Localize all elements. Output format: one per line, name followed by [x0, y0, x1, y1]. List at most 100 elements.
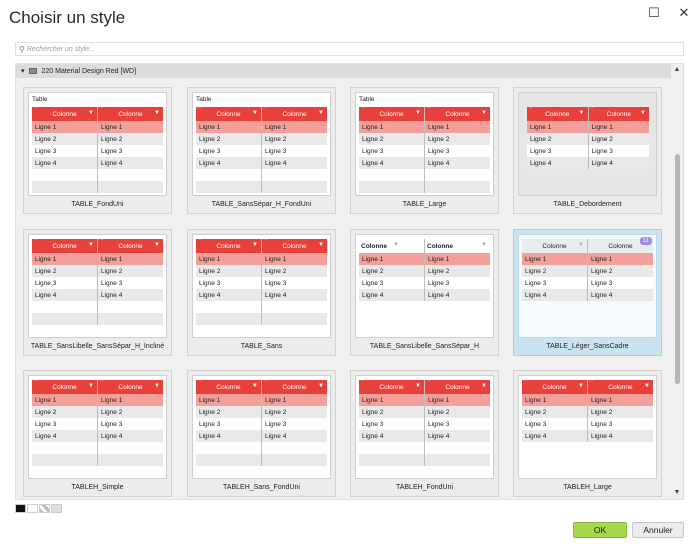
count-badge: 11 [639, 237, 652, 245]
table-cell [97, 301, 163, 313]
column-header-label: Colonne [608, 383, 633, 391]
group-header[interactable]: ▾ 220 Material Design Red [WD] [16, 64, 671, 78]
column-header-label: Colonne [545, 110, 570, 118]
column-header: Colonne ▼ [424, 239, 490, 253]
table-cell: Ligne 4 [525, 432, 547, 440]
table-row: Ligne 4 Ligne 4 [196, 430, 327, 442]
table-row: Ligne 3 Ligne 3 [359, 418, 490, 430]
table-cell: Ligne 1 [525, 255, 547, 263]
style-name: TABLE_SansSépar_H_FondUni [211, 201, 312, 208]
checker-swatch-icon[interactable] [39, 504, 50, 513]
table-row: Ligne 2 Ligne 2 [359, 406, 490, 418]
style-name: TABLEH_Sans_FondUni [223, 484, 300, 491]
sort-icon: ⌃ [34, 106, 39, 112]
white-swatch-icon[interactable] [27, 504, 38, 513]
table-cell: Ligne 2 [525, 267, 547, 275]
table-row [32, 301, 163, 313]
column-header: Colonne ▼ [587, 239, 653, 253]
chevron-down-icon[interactable]: ▾ [21, 68, 25, 75]
table-row [359, 442, 490, 454]
black-swatch-icon[interactable] [15, 504, 26, 513]
table-cell: Ligne 1 [587, 394, 653, 406]
table-cell: Ligne 4 [424, 157, 490, 169]
sort-icon: ⌃ [100, 379, 105, 385]
search-input[interactable]: ⚲ Rechercher un style... [15, 42, 684, 56]
table-cell: Ligne 3 [587, 418, 653, 430]
table-row [196, 454, 327, 466]
style-card[interactable]: Colonne ▼ Colonne ▼ Ligne 1 Ligne 1 Ligne 2 Lig… [350, 229, 499, 356]
filter-icon: ▼ [154, 383, 160, 389]
table-cell: Ligne 1 [199, 123, 221, 131]
column-header-label: Colonne [282, 110, 307, 118]
ok-button[interactable]: OK [573, 522, 627, 538]
table-cell: Ligne 3 [199, 147, 221, 155]
style-name: TABLEH_FondUni [395, 484, 454, 491]
column-header-label: Colonne [379, 110, 404, 118]
table-row: Ligne 1 Ligne 1 [196, 253, 327, 265]
filter-icon: ▼ [640, 110, 646, 116]
scroll-down-icon[interactable]: ▼ [673, 489, 681, 496]
table-cell: Ligne 4 [35, 291, 57, 299]
table-cell: Ligne 3 [587, 145, 649, 157]
table-cell: Ligne 3 [525, 420, 547, 428]
table-cell: Ligne 3 [587, 277, 653, 289]
close-icon[interactable]: ✕ [678, 5, 690, 20]
column-header: ⌃ Colonne ▼ [32, 380, 98, 394]
column-header-label: Colonne [52, 383, 77, 391]
table-cell: Ligne 3 [199, 420, 221, 428]
table-cell: Ligne 4 [35, 159, 57, 167]
group-label: 220 Material Design Red [WD] [41, 67, 137, 75]
scrollbar-thumb[interactable] [675, 154, 680, 384]
filter-icon: ▼ [644, 242, 650, 248]
filter-icon: ▼ [578, 242, 584, 248]
view-mode-icons [15, 504, 63, 513]
table-cell: Ligne 2 [199, 267, 221, 275]
table-cell: Ligne 1 [587, 121, 649, 133]
style-card[interactable]: Table ⌃ Colonne ▼ ⌃ Colonne ▼ Ligne 1 Ligne 1 Lig… [350, 87, 499, 214]
maximize-icon[interactable]: ☐ [648, 5, 660, 20]
table-cell [359, 442, 425, 454]
cancel-button[interactable]: Annuler [632, 522, 684, 538]
column-header: ⌃ Colonne ▼ [261, 380, 327, 394]
grey-swatch-icon[interactable] [51, 504, 62, 513]
preview-title: Table [196, 96, 212, 103]
table-cell: Ligne 2 [97, 406, 163, 418]
scroll-up-icon[interactable]: ▲ [673, 66, 681, 73]
table-cell: Ligne 3 [362, 147, 384, 155]
table-cell: Ligne 2 [261, 265, 327, 277]
table-row [196, 169, 327, 181]
table-cell: Ligne 2 [587, 133, 649, 145]
filter-icon: ▼ [318, 383, 324, 389]
style-card[interactable]: Table ⌃ Colonne ▼ ⌃ Colonne ▼ Ligne 1 Ligne 1 Lig… [23, 87, 172, 214]
style-card[interactable]: Colonne ▼ Colonne ▼ Ligne 1 Ligne 1 Ligne 2 Lig… [513, 229, 662, 356]
column-header-label: Colonne [445, 383, 470, 391]
table-row: Ligne 4 Ligne 4 [32, 289, 163, 301]
column-header: ⌃ Colonne ▼ [587, 380, 653, 394]
filter-icon: ▼ [252, 110, 258, 116]
table-cell [97, 313, 163, 325]
table-cell: Ligne 1 [362, 255, 384, 263]
vertical-scrollbar[interactable]: ▲ ▼ [671, 64, 683, 499]
table-cell: Ligne 2 [97, 133, 163, 145]
column-header: ⌃ Colonne ▼ [424, 106, 490, 121]
table-row: Ligne 2 Ligne 2 [522, 406, 653, 418]
sort-icon: ⌃ [427, 106, 432, 112]
style-card[interactable]: Table ⌃ Colonne ▼ ⌃ Colonne ▼ Ligne 1 Ligne 1 Lig… [187, 87, 336, 214]
table-row [32, 454, 163, 466]
table-cell: Ligne 2 [97, 265, 163, 277]
preview-title: Table [32, 96, 48, 103]
table-cell [359, 169, 425, 181]
